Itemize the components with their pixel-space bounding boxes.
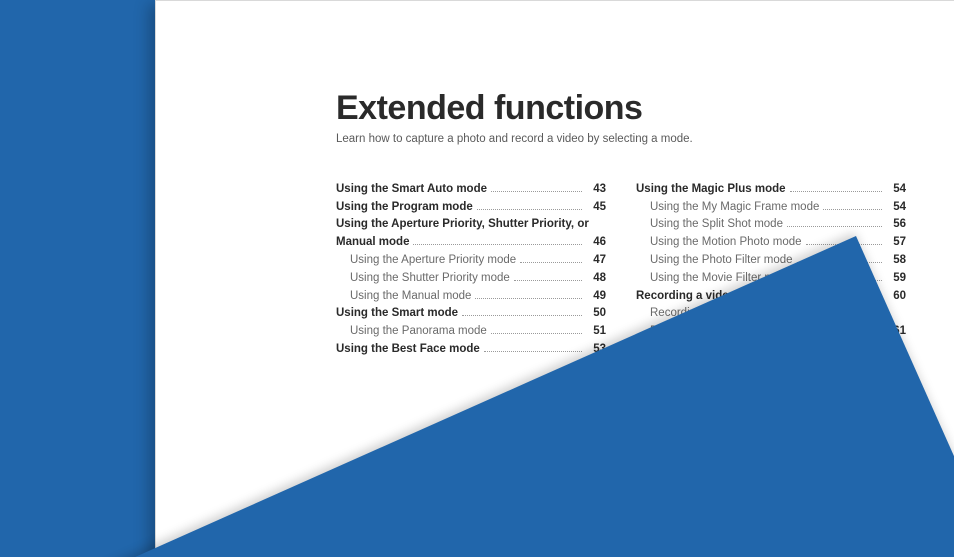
- toc-leader: [787, 226, 882, 227]
- toc-entry-label: Manual mode: [336, 234, 409, 252]
- toc-leader: [520, 262, 582, 263]
- toc-page-number: 54: [886, 181, 906, 199]
- page-subtitle: Learn how to capture a photo and record …: [336, 133, 922, 145]
- toc-entry[interactable]: Using the Panorama mode 51: [336, 323, 606, 341]
- page-title: Extended functions: [336, 91, 922, 127]
- toc-entry[interactable]: Using the Smart mode 50: [336, 305, 606, 323]
- toc-entry-label: Using the Smart Auto mode: [336, 181, 487, 199]
- toc-leader: [823, 209, 882, 210]
- toc-page-number: 49: [586, 288, 606, 306]
- toc-entry-label: Using the Split Shot mode: [636, 216, 783, 234]
- toc-page-number: 43: [586, 181, 606, 199]
- toc-page-number: 47: [586, 252, 606, 270]
- toc-entry[interactable]: Manual mode 46: [336, 234, 606, 252]
- toc-entry[interactable]: Using the Smart Auto mode 43: [336, 181, 606, 199]
- toc-entry-label: Using the Program mode: [336, 199, 473, 217]
- toc-entry[interactable]: Using the Motion Photo mode 57: [636, 234, 906, 252]
- toc-entry-label: Using the Aperture Priority mode: [336, 252, 516, 270]
- toc-entry-label: Using the My Magic Frame mode: [636, 199, 819, 217]
- toc-page-number: 51: [586, 323, 606, 341]
- toc-leader: [514, 280, 582, 281]
- toc-entry-label: Using the Motion Photo mode: [636, 234, 802, 252]
- toc-entry[interactable]: Using the Aperture Priority, Shutter Pri…: [336, 216, 606, 234]
- toc-entry-label: Using the Photo Filter mode: [636, 252, 793, 270]
- toc-entry[interactable]: Using the Best Face mode53: [336, 341, 606, 359]
- toc-entry[interactable]: Using the Split Shot mode 56: [636, 216, 906, 234]
- toc-page-number: 59: [886, 270, 906, 288]
- toc-page-number: 57: [886, 234, 906, 252]
- toc-leader: [413, 244, 582, 245]
- toc-entry-label: Using the Shutter Priority mode: [336, 270, 510, 288]
- toc-page-number: 50: [586, 305, 606, 323]
- toc-leader: [491, 333, 582, 334]
- toc-entry-label: Using the Best Face mode: [336, 341, 480, 359]
- stage: Extended functions Learn how to capture …: [0, 0, 954, 557]
- toc-entry[interactable]: Using the Shutter Priority mode 48: [336, 270, 606, 288]
- document-page: Extended functions Learn how to capture …: [155, 0, 954, 557]
- toc-entry-label: Using the Manual mode: [336, 288, 471, 306]
- toc-page-number: 48: [586, 270, 606, 288]
- toc-leader: [462, 315, 582, 316]
- toc-page-number: 54: [886, 199, 906, 217]
- toc-page-number: 60: [886, 288, 906, 306]
- toc-entry[interactable]: Using the Program mode 45: [336, 199, 606, 217]
- toc-page-number: 45: [586, 199, 606, 217]
- toc-entry-label: Using the Smart mode: [336, 305, 458, 323]
- toc-entry-label: Using the Magic Plus mode: [636, 181, 786, 199]
- toc-leader: [790, 191, 882, 192]
- toc-entry[interactable]: Using the Magic Plus mode 54: [636, 181, 906, 199]
- toc-entry[interactable]: Using the Manual mode 49: [336, 288, 606, 306]
- toc-column-left: Using the Smart Auto mode43Using the Pro…: [336, 181, 606, 359]
- toc-page-number: 56: [886, 216, 906, 234]
- toc-page-number: 46: [586, 234, 606, 252]
- toc-entry[interactable]: Using the My Magic Frame mode 54: [636, 199, 906, 217]
- toc-leader: [491, 191, 582, 192]
- toc-page-number: 58: [886, 252, 906, 270]
- toc-entry[interactable]: Using the Aperture Priority mode 47: [336, 252, 606, 270]
- toc-leader: [484, 351, 582, 352]
- toc-leader: [477, 209, 582, 210]
- toc-leader: [475, 298, 582, 299]
- toc-entry-label: Using the Aperture Priority, Shutter Pri…: [336, 218, 589, 230]
- toc-entry-label: Using the Panorama mode: [336, 323, 487, 341]
